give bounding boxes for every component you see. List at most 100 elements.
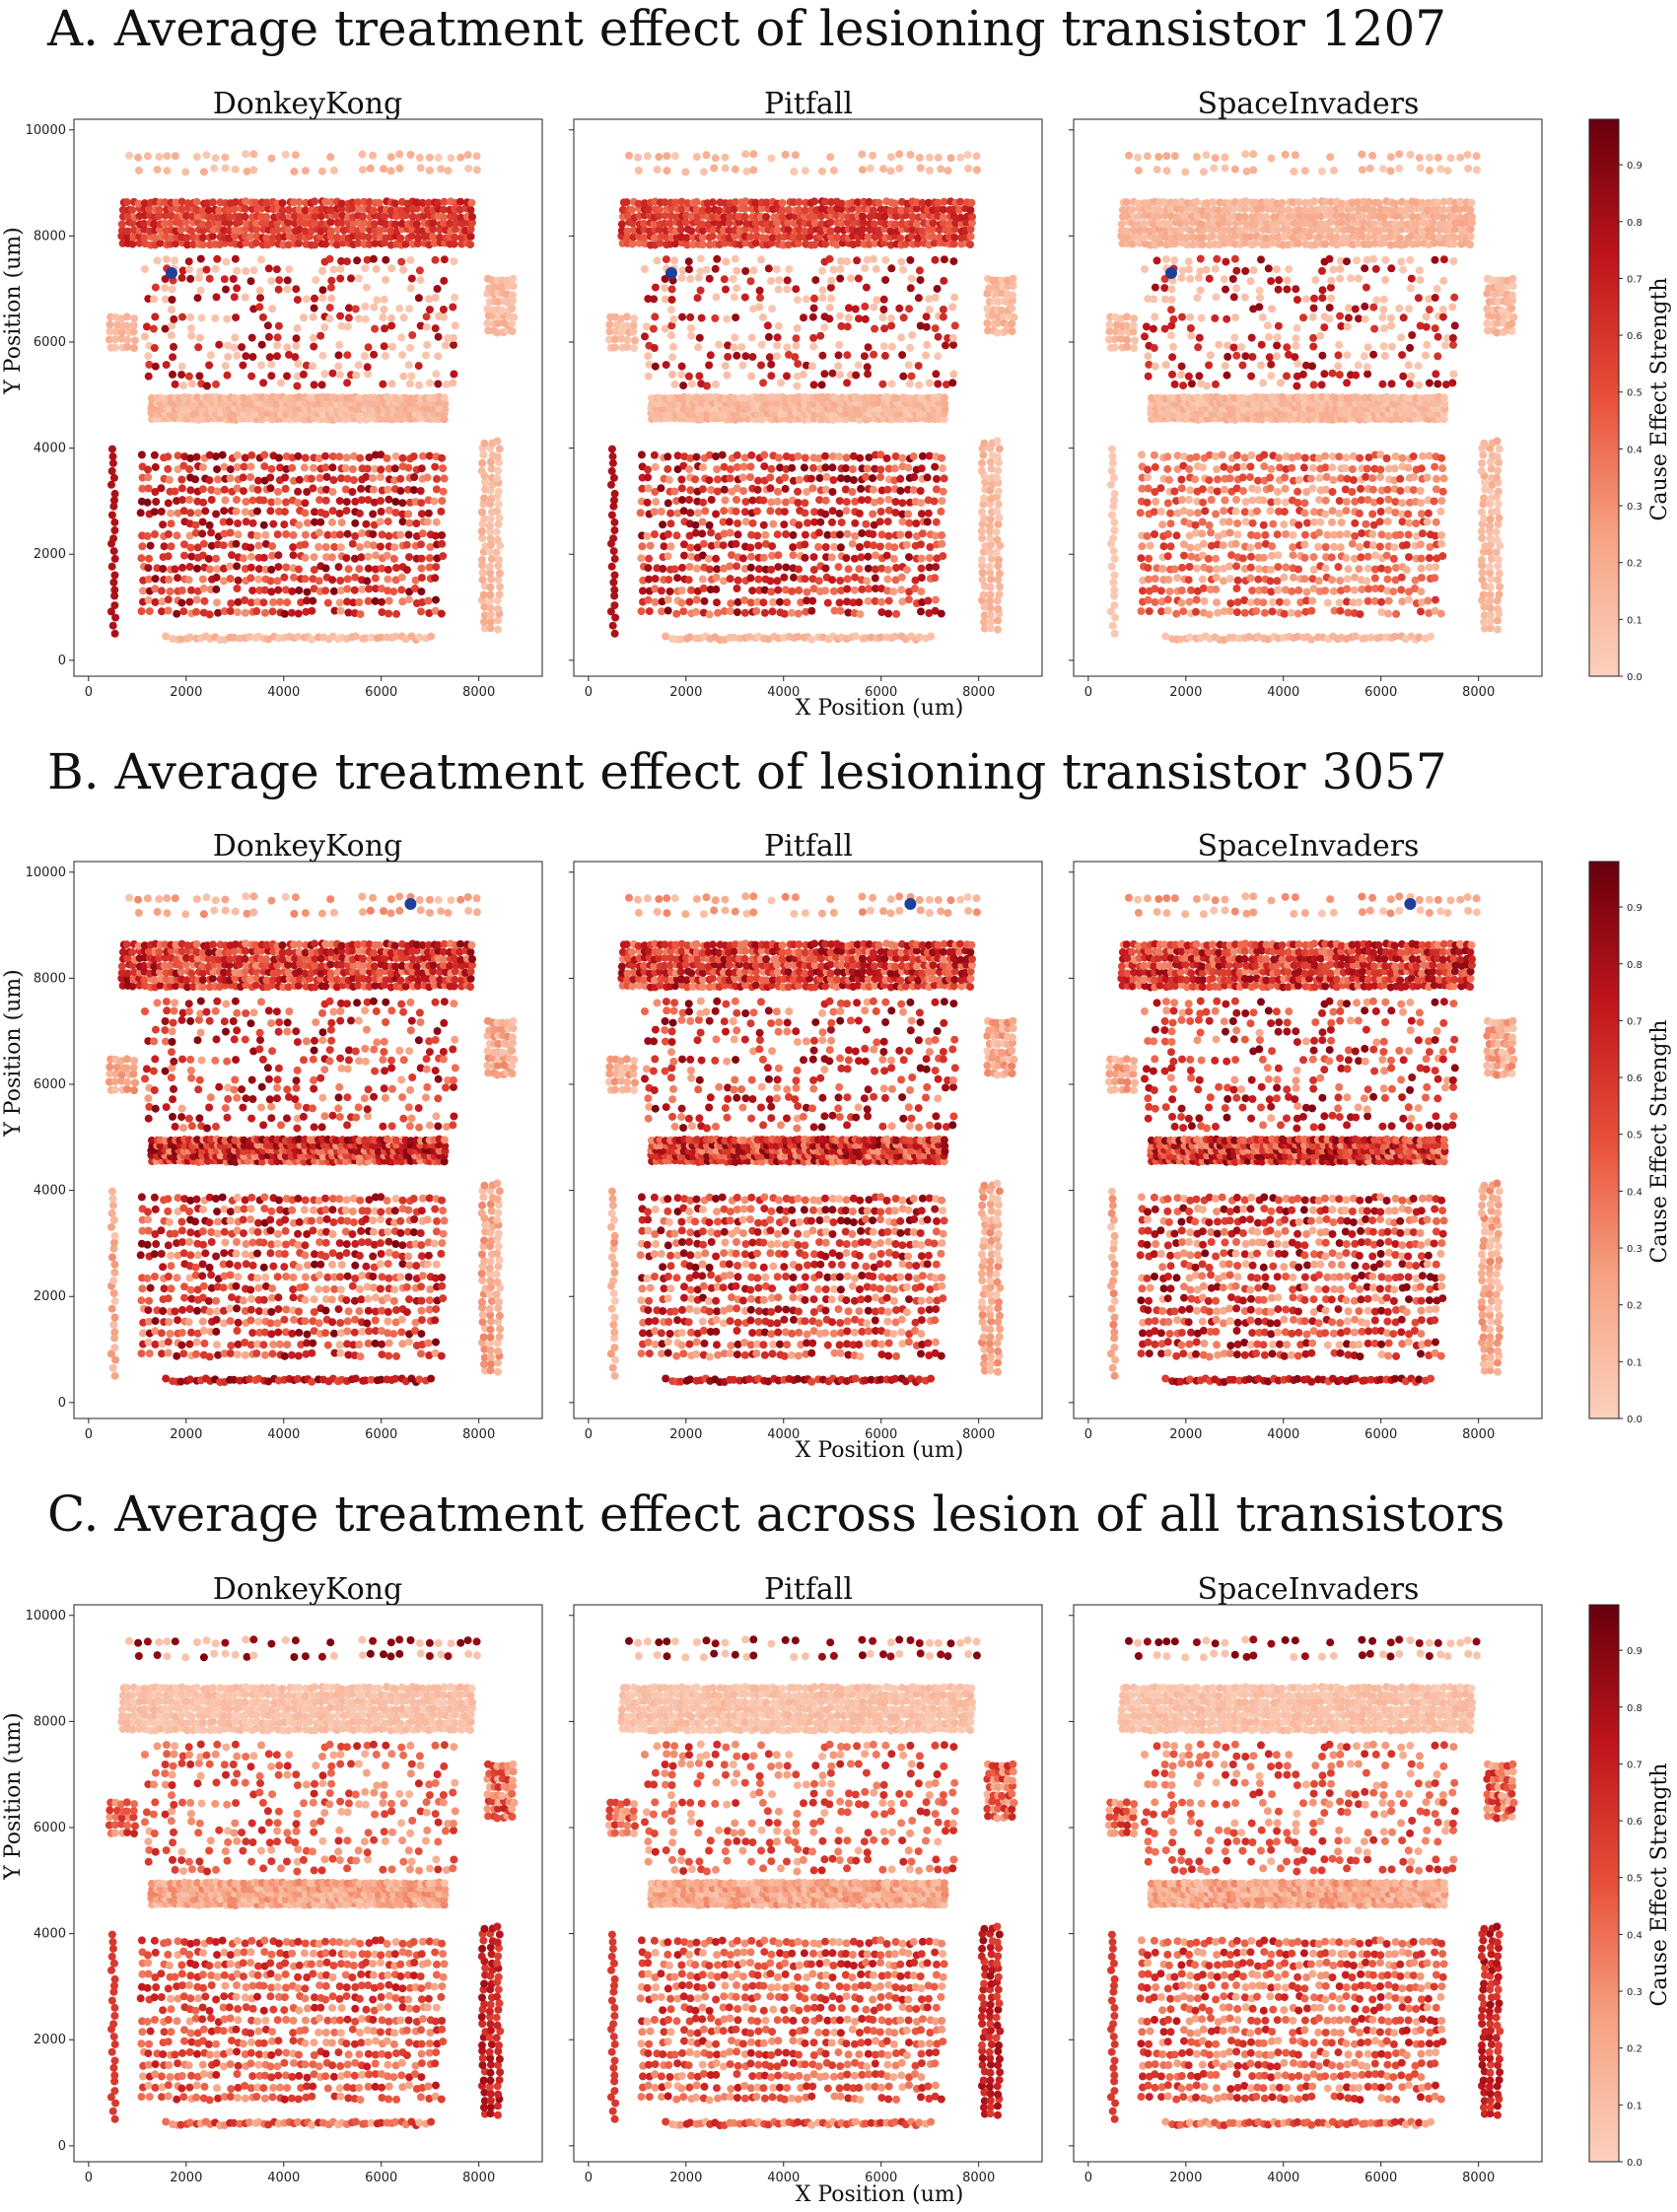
transistor-point xyxy=(818,294,826,302)
transistor-point xyxy=(399,518,407,525)
transistor-point xyxy=(879,165,887,173)
transistor-point xyxy=(715,341,723,349)
transistor-point xyxy=(365,343,373,351)
transistor-point xyxy=(1213,574,1221,582)
transistor-point xyxy=(387,314,395,322)
transistor-point xyxy=(123,198,131,206)
transistor-point xyxy=(727,474,734,482)
transistor-point xyxy=(1249,167,1257,174)
transistor-point xyxy=(644,152,652,160)
transistor-point xyxy=(1234,577,1242,585)
transistor-point xyxy=(509,291,517,299)
transistor-point xyxy=(165,607,173,615)
transistor-point xyxy=(329,507,337,515)
transistor-point xyxy=(308,636,315,644)
transistor-point xyxy=(810,305,818,312)
transistor-point xyxy=(260,451,268,459)
transistor-point xyxy=(646,607,654,615)
transistor-point xyxy=(380,306,387,313)
transistor-point xyxy=(246,544,254,552)
transistor-point xyxy=(487,604,495,612)
transistor-point xyxy=(277,379,285,386)
transistor-point xyxy=(1200,585,1208,592)
transistor-point xyxy=(652,498,660,506)
transistor-point xyxy=(611,490,619,498)
transistor-point xyxy=(432,563,440,571)
transistor-point xyxy=(495,556,503,564)
transistor-point xyxy=(685,373,693,380)
transistor-point xyxy=(1125,152,1133,160)
transistor-point xyxy=(449,379,456,386)
transistor-point xyxy=(658,587,665,594)
transistor-point xyxy=(907,151,915,159)
transistor-point xyxy=(424,597,432,605)
transistor-point xyxy=(821,241,829,248)
transistor-point xyxy=(661,542,668,550)
transistor-point xyxy=(169,371,176,379)
transistor-point xyxy=(125,152,133,160)
transistor-point xyxy=(233,352,241,360)
transistor-point xyxy=(152,575,160,583)
transistor-point xyxy=(643,322,651,330)
transistor-point xyxy=(850,476,858,484)
transistor-point xyxy=(941,255,948,263)
transistor-point xyxy=(282,499,290,507)
transistor-point xyxy=(269,607,277,615)
transistor-point xyxy=(161,542,169,550)
transistor-point xyxy=(1248,587,1256,594)
transistor-point xyxy=(375,199,383,207)
transistor-point xyxy=(367,165,375,173)
transistor-point xyxy=(685,465,693,473)
transistor-point xyxy=(765,333,773,341)
transistor-point xyxy=(905,519,913,527)
transistor-point xyxy=(199,485,207,493)
transistor-point xyxy=(700,540,708,548)
transistor-point xyxy=(938,454,945,462)
transistor-point xyxy=(1155,206,1163,214)
transistor-point xyxy=(923,312,931,320)
transistor-point xyxy=(904,464,912,472)
transistor-point xyxy=(109,534,117,542)
transistor-point xyxy=(867,165,874,173)
transistor-point xyxy=(247,553,255,561)
transistor-point xyxy=(980,440,988,448)
transistor-point xyxy=(1330,588,1338,595)
transistor-point xyxy=(917,588,925,595)
transistor-point xyxy=(391,498,399,506)
transistor-point xyxy=(937,165,944,173)
transistor-point xyxy=(793,342,801,350)
transistor-point xyxy=(810,295,818,303)
transistor-point xyxy=(1274,227,1282,235)
transistor-point xyxy=(698,529,706,537)
transistor-point xyxy=(885,597,893,605)
transistor-point xyxy=(1405,553,1413,561)
transistor-point xyxy=(740,463,748,471)
transistor-point xyxy=(1315,577,1323,585)
transistor-point xyxy=(418,565,426,573)
transistor-point xyxy=(753,532,761,540)
transistor-point xyxy=(434,285,442,293)
transistor-point xyxy=(678,363,686,371)
transistor-point xyxy=(986,522,994,530)
transistor-point xyxy=(671,152,679,160)
transistor-point xyxy=(355,361,363,369)
transistor-point xyxy=(998,307,1006,314)
transistor-point xyxy=(890,543,898,551)
transistor-point xyxy=(686,275,694,283)
transistor-point xyxy=(711,314,719,322)
transistor-point xyxy=(319,286,327,294)
transistor-point xyxy=(343,351,351,359)
transistor-point xyxy=(775,286,783,294)
transistor-point xyxy=(652,598,660,606)
transistor-point xyxy=(926,154,934,162)
transistor-point xyxy=(249,519,257,527)
transistor-point xyxy=(358,151,366,159)
transistor-point xyxy=(756,294,764,302)
transistor-point xyxy=(179,381,187,389)
transistor-point xyxy=(260,554,268,562)
transistor-point xyxy=(629,241,637,248)
transistor-point xyxy=(917,164,925,172)
transistor-point xyxy=(930,219,938,227)
transistor-point xyxy=(630,321,638,329)
transistor-point xyxy=(828,553,836,561)
